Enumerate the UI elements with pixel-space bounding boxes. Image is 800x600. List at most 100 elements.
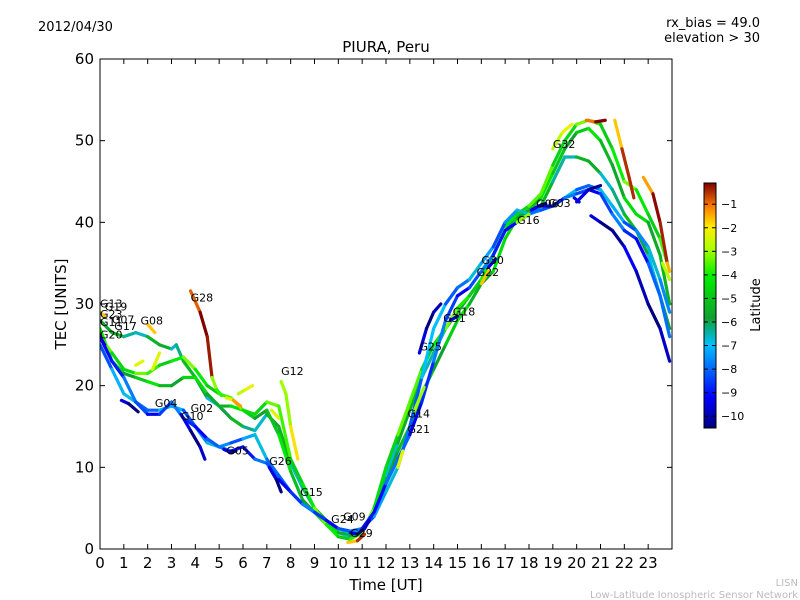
- series-segment: [198, 445, 207, 461]
- series-segment: [467, 269, 483, 290]
- series-segment: [110, 367, 126, 396]
- series-segment: [215, 388, 224, 398]
- series-segment: [586, 126, 603, 143]
- satellite-label: G16: [517, 214, 540, 227]
- colorbar-tick-label: −10: [721, 410, 744, 423]
- series-segment: [539, 171, 555, 200]
- series-segment: [598, 188, 615, 208]
- series-arc21: [100, 335, 107, 347]
- series-segment: [265, 400, 281, 408]
- satellite-label: G28: [191, 292, 214, 305]
- colorbar-tick-label: −9: [721, 387, 737, 400]
- series-segment: [658, 294, 672, 339]
- series-segment: [188, 289, 202, 314]
- series-segment: [479, 253, 495, 273]
- series-segment: [503, 212, 519, 229]
- series-segment: [289, 461, 305, 490]
- series-segment: [229, 416, 245, 429]
- series-segment: [575, 155, 591, 163]
- series-segment: [277, 433, 293, 474]
- series-arc23: [210, 375, 224, 398]
- series-segment: [110, 330, 126, 339]
- series-segment: [420, 359, 436, 404]
- series-segment: [277, 404, 293, 461]
- series-segment: [253, 433, 269, 461]
- series-segment: [336, 535, 352, 541]
- series-segment: [324, 518, 340, 531]
- satellite-label: G21: [407, 423, 430, 436]
- series-segment: [198, 310, 209, 339]
- series-segment: [503, 216, 519, 241]
- y-axis-label: TEC [UNITS]: [52, 259, 70, 351]
- series-segment: [134, 375, 150, 384]
- series-segment: [622, 196, 638, 216]
- satellite-label: G03: [548, 197, 571, 210]
- series-segment: [265, 457, 281, 478]
- series-arc14: [448, 314, 460, 322]
- series-segment: [589, 214, 603, 224]
- series-segment: [122, 367, 138, 376]
- series-segment: [660, 261, 672, 282]
- series-arc30: [279, 379, 300, 461]
- x-tick-label: 3: [167, 554, 177, 572]
- series-segment: [253, 412, 269, 433]
- x-tick-label: 9: [310, 554, 320, 572]
- series-segment: [284, 392, 293, 429]
- series-segment: [560, 122, 574, 135]
- satellite-label: G29: [350, 527, 373, 540]
- satellite-label: G15: [300, 486, 323, 499]
- series-arc38: [584, 118, 607, 124]
- satellite-label: G22: [477, 266, 500, 279]
- series-segment: [486, 257, 498, 269]
- series-arc12: [267, 465, 283, 494]
- series-segment: [346, 539, 359, 545]
- series-segment: [265, 408, 281, 437]
- x-tick-label: 17: [496, 554, 515, 572]
- colorbar-tick-label: −1: [721, 198, 737, 211]
- series-arc28: [146, 322, 157, 335]
- series-arc41: [660, 261, 672, 282]
- series-segment: [150, 351, 162, 371]
- series-segment: [157, 343, 174, 351]
- y-tick-label: 30: [75, 295, 94, 313]
- series-segment: [651, 192, 662, 224]
- series-segment: [479, 269, 491, 286]
- series-segment: [646, 212, 662, 241]
- series-arc19: [589, 214, 672, 363]
- series-arc27: [150, 351, 162, 371]
- series-segment: [598, 220, 615, 233]
- series-segment: [432, 302, 448, 331]
- x-tick-label: 2: [143, 554, 153, 572]
- series-segment: [229, 449, 238, 455]
- satellite-label: G32: [553, 138, 576, 151]
- series-segment: [575, 183, 591, 192]
- series-segment: [448, 314, 460, 322]
- series-segment: [134, 330, 150, 339]
- series-segment: [384, 441, 400, 478]
- series-segment: [420, 326, 436, 380]
- series-arc31: [270, 408, 281, 420]
- series-segment: [563, 122, 579, 143]
- series-segment: [289, 490, 305, 506]
- series-segment: [551, 130, 564, 151]
- series-segment: [289, 469, 305, 502]
- series-segment: [134, 400, 150, 416]
- satellite-label: G23: [100, 308, 123, 321]
- series-segment: [551, 147, 567, 175]
- x-tick-label: 19: [543, 554, 562, 572]
- series-segment: [188, 428, 202, 449]
- series-segment: [634, 188, 650, 216]
- series-segment: [539, 179, 555, 208]
- series-segment: [443, 286, 460, 306]
- series-segment: [181, 359, 197, 380]
- series-segment: [610, 147, 626, 184]
- series-segment: [634, 237, 650, 265]
- chart-title: PIURA, Peru: [342, 38, 429, 56]
- series-segment: [467, 281, 483, 306]
- series-arc29: [100, 310, 107, 318]
- series-segment: [110, 359, 126, 380]
- series-segment: [610, 212, 626, 233]
- series-segment: [193, 424, 209, 441]
- series-segment: [193, 367, 209, 388]
